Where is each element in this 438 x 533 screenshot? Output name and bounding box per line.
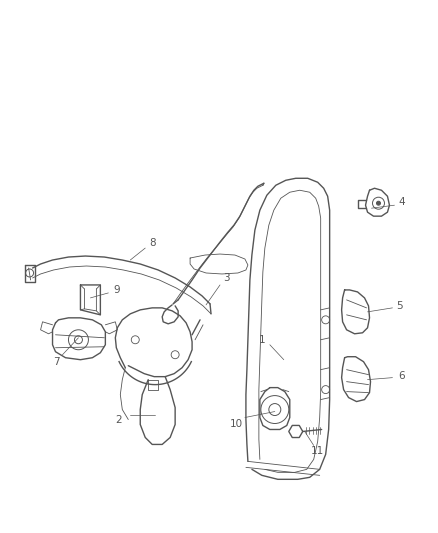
Text: 10: 10 — [230, 418, 243, 429]
Text: 3: 3 — [223, 273, 229, 283]
Text: 11: 11 — [311, 447, 324, 456]
Text: 8: 8 — [149, 238, 155, 248]
Text: 5: 5 — [396, 301, 403, 311]
Text: 9: 9 — [113, 285, 120, 295]
Text: 7: 7 — [53, 357, 60, 367]
Text: 4: 4 — [398, 197, 405, 207]
Text: 1: 1 — [258, 335, 265, 345]
Text: 6: 6 — [398, 370, 405, 381]
Text: 2: 2 — [115, 415, 122, 424]
Circle shape — [377, 201, 381, 205]
